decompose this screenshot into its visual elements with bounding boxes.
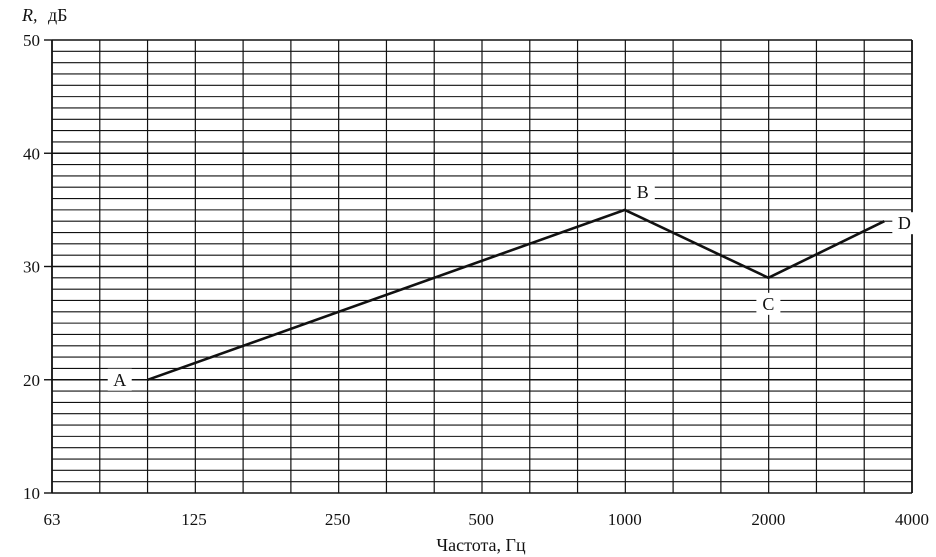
y-tick-label: 20 xyxy=(23,371,40,390)
series-line xyxy=(147,208,885,382)
x-tick-label: 63 xyxy=(44,510,61,529)
point-label-background xyxy=(892,212,917,235)
x-tick-labels: 63 125 250 500 1000 2000 4000 xyxy=(44,510,930,529)
x-tick-label: 250 xyxy=(325,510,351,529)
y-axis-title: R, дБ xyxy=(21,5,68,25)
y-tick-labels: 10 20 30 40 50 xyxy=(23,31,40,503)
x-tick-label: 2000 xyxy=(751,510,785,529)
y-axis-symbol: R, xyxy=(21,5,38,25)
point-label: B xyxy=(637,182,649,202)
point-label-background xyxy=(107,368,132,391)
y-axis-unit: дБ xyxy=(48,5,68,25)
x-tick-label: 1000 xyxy=(608,510,642,529)
point-label: C xyxy=(762,294,774,314)
x-axis-title: Частота, Гц xyxy=(436,535,526,555)
point-label: D xyxy=(898,213,911,233)
x-tick-label: 125 xyxy=(181,510,207,529)
point-label-background xyxy=(756,292,781,315)
point-label: A xyxy=(113,370,126,390)
x-tick-label: 500 xyxy=(468,510,494,529)
grid xyxy=(44,39,913,494)
y-tick-label: 50 xyxy=(23,31,40,50)
point-label-background xyxy=(630,180,655,203)
y-tick-label: 30 xyxy=(23,258,40,277)
y-tick-label: 10 xyxy=(23,484,40,503)
x-tick-label: 4000 xyxy=(895,510,929,529)
y-tick-label: 40 xyxy=(23,144,40,163)
series: A B C D xyxy=(107,180,917,391)
